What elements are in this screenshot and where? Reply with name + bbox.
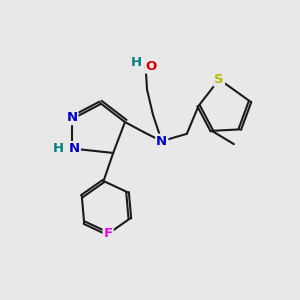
Text: O: O	[145, 60, 157, 73]
Text: H: H	[53, 142, 64, 155]
Text: H: H	[131, 56, 142, 69]
Text: N: N	[66, 111, 77, 124]
Text: F: F	[103, 227, 113, 240]
Text: N: N	[156, 135, 167, 148]
Text: S: S	[214, 73, 224, 86]
Text: N: N	[69, 142, 80, 155]
Text: H: H	[66, 142, 77, 155]
